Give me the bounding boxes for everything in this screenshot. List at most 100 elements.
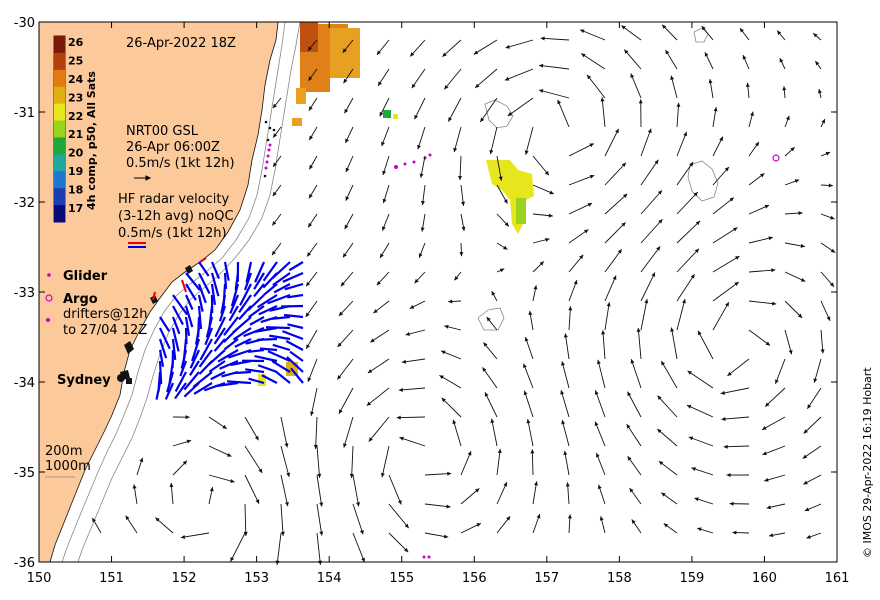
current-arrow-head <box>729 501 734 506</box>
gsl-scale-arrow <box>134 175 152 181</box>
current-arrow-shaft <box>523 363 534 389</box>
current-arrow-head <box>344 224 349 230</box>
current-arrow-head <box>461 201 466 206</box>
hf-radar-arrow <box>223 261 230 281</box>
hf-radar-arrow <box>272 343 291 352</box>
argo-label: Argo <box>63 292 98 307</box>
argo-legend: Argo <box>45 292 98 307</box>
hf-legend-line1: HF radar velocity <box>118 192 230 207</box>
current-arrow-head <box>319 531 324 536</box>
current-arrow-shaft <box>557 99 570 128</box>
hf-radar-arrow <box>267 350 291 363</box>
current-arrow-shaft <box>640 159 659 186</box>
hf-radar-arrow <box>155 382 162 400</box>
current-arrow-shaft <box>482 367 498 389</box>
current-arrow-shaft <box>657 395 678 418</box>
current-arrow-head <box>459 252 464 257</box>
current-arrow-shaft <box>676 273 695 302</box>
hf-radar-arrow <box>243 272 253 291</box>
hf-radar-arrow <box>217 349 239 363</box>
x-tick-label: 157 <box>534 571 559 586</box>
current-arrow-head <box>803 480 808 485</box>
hf-radar-arrow <box>194 327 201 345</box>
hf-radar-arrow <box>185 283 197 301</box>
current-arrow-head <box>524 337 529 342</box>
hf-radar-arrow <box>287 323 304 330</box>
current-arrow-head <box>725 302 729 307</box>
current-arrow-head <box>624 49 629 54</box>
hf-radar-arrow <box>245 261 253 283</box>
y-tick-label: -30 <box>14 16 35 31</box>
current-arrow-head <box>444 324 449 329</box>
gsl-legend-line2: 26-Apr 06:00Z <box>126 140 220 155</box>
current-arrow-head <box>830 248 836 253</box>
current-arrow-head <box>272 191 277 197</box>
current-arrow-head <box>376 50 381 55</box>
hf-radar-arrow <box>290 367 304 384</box>
current-arrow-head <box>305 312 310 317</box>
current-arrow-head <box>627 391 632 397</box>
hf-radar-arrow <box>232 370 252 375</box>
hf-radar-arrow <box>265 326 291 330</box>
current-arrow-shaft <box>676 248 700 273</box>
current-arrow-head <box>368 437 373 442</box>
drifters <box>394 153 432 559</box>
current-arrow-head <box>506 516 511 521</box>
current-arrow-shaft <box>343 416 354 448</box>
current-arrow-shaft <box>764 387 786 407</box>
depth-200m-label: 200m <box>45 444 82 459</box>
current-arrow-head <box>378 81 382 86</box>
current-arrow-head <box>764 204 770 209</box>
hf-radar-arrow <box>230 283 240 307</box>
current-arrow-head <box>589 174 595 179</box>
current-arrow-head <box>601 330 606 335</box>
current-arrow-head <box>755 141 759 147</box>
current-arrow-shaft <box>748 236 773 244</box>
current-arrow-shaft <box>604 302 610 331</box>
hf-radar-arrow <box>208 360 226 373</box>
current-arrow-head <box>380 472 385 478</box>
current-arrow-shaft <box>453 126 462 153</box>
hf-radar-arrow <box>289 350 304 362</box>
current-arrow-shaft <box>180 532 210 539</box>
current-arrow-head <box>724 167 729 172</box>
hf-radar-arrow <box>183 371 200 391</box>
colorbar-tick-label: 17 <box>68 202 83 215</box>
current-arrow-head <box>536 514 541 519</box>
hf-radar-arrow <box>183 382 200 398</box>
current-arrow-head <box>319 502 324 507</box>
drifter-symbol <box>46 318 50 322</box>
current-arrow-head <box>622 193 628 198</box>
current-arrow-head <box>661 492 666 497</box>
current-arrow-head <box>403 547 409 553</box>
current-arrow-shaft <box>460 450 472 476</box>
hf-radar-arrow <box>262 272 278 289</box>
current-arrow-head <box>453 147 458 153</box>
current-arrow-head <box>498 176 503 181</box>
current-arrow-shaft <box>280 503 284 536</box>
current-arrow-shaft <box>594 390 606 418</box>
current-arrow-shaft <box>310 387 318 416</box>
current-arrow-head <box>719 136 723 142</box>
hf-legend-line2: (3-12h avg) noQC <box>118 209 234 224</box>
current-arrow-head <box>794 179 800 184</box>
current-arrow-head <box>670 327 675 332</box>
current-arrow-head <box>617 249 622 254</box>
current-arrow-head <box>813 378 818 383</box>
current-arrow-shaft <box>594 421 606 447</box>
current-arrow-shaft <box>459 155 462 181</box>
current-arrow-shaft <box>561 419 570 447</box>
current-arrow-head <box>306 281 311 287</box>
current-arrow-head <box>452 419 457 425</box>
current-arrow-head <box>580 29 585 34</box>
current-arrow-shaft <box>586 74 606 99</box>
current-arrow-head <box>230 557 235 562</box>
current-arrow-shaft <box>656 428 678 447</box>
hf-radar-arrow <box>189 360 200 376</box>
current-arrow-head <box>404 523 409 529</box>
current-arrow-head <box>768 236 773 241</box>
current-arrow-shaft <box>604 248 623 273</box>
current-arrow-head <box>442 52 447 57</box>
current-arrow-head <box>222 424 227 429</box>
